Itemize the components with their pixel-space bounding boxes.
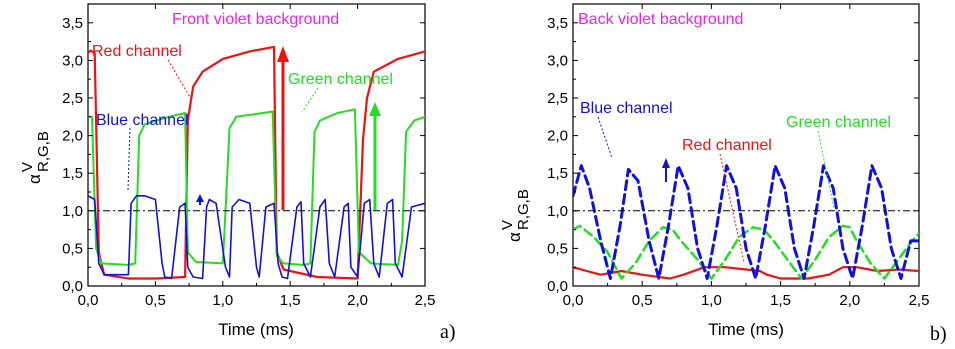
x-tick-label: 0,5 xyxy=(632,292,653,309)
chart-title: Back violet background xyxy=(578,11,743,28)
series-group xyxy=(573,164,919,280)
y-tick-label: 0,0 xyxy=(547,278,568,295)
leader-red xyxy=(719,153,745,263)
y-axis-label-main: α xyxy=(505,232,524,242)
y-tick-label: 3,0 xyxy=(62,52,83,69)
x-tick-label: 1,5 xyxy=(280,292,301,309)
axis-ticks xyxy=(572,4,920,287)
series-line xyxy=(573,266,919,280)
annotation-red-channel: Red channel xyxy=(682,137,772,154)
panel-b: 0,0 0,5 1,0 1,5 2,0 2,5 3,0 3,5 0,0 0,5 1,0 1,5 2,0… xyxy=(499,3,947,345)
x-tick-label: 2,0 xyxy=(839,292,860,309)
panel-a: 0,0 0,5 1,0 1,5 2,0 2,5 3,0 3,5 0,0 0,5 1,0 1,5 2,0… xyxy=(19,3,456,343)
y-tick-label: 1,5 xyxy=(547,165,568,182)
x-tick-label: 2,0 xyxy=(347,292,368,309)
y-axis-label-sub: R,G,B xyxy=(35,131,52,172)
y-tick-label: 2,5 xyxy=(547,90,568,107)
panel-label: a) xyxy=(440,321,456,343)
x-tick-labels: 0,0 0,5 1,0 1,5 2,0 2,5 xyxy=(563,292,930,309)
chart-title: Front violet background xyxy=(172,11,339,28)
y-tick-label: 0,5 xyxy=(547,240,568,257)
annotation-blue-channel: Blue channel xyxy=(580,100,673,117)
y-tick-label: 2,0 xyxy=(547,128,568,145)
series-line xyxy=(88,195,425,280)
x-tick-label: 2,5 xyxy=(415,292,436,309)
y-axis-label: α V R,G,B xyxy=(499,189,532,242)
y-axis-label-sup: V xyxy=(19,162,36,172)
leader-blue xyxy=(597,116,613,159)
y-tick-labels: 0,0 0,5 1,0 1,5 2,0 2,5 3,0 3,5 xyxy=(547,15,568,295)
y-tick-label: 2,0 xyxy=(62,128,83,145)
x-axis-label: Time (ms) xyxy=(708,320,784,339)
arrow-icon xyxy=(277,46,289,210)
y-axis-label: α V R,G,B xyxy=(19,131,52,184)
y-tick-label: 2,5 xyxy=(62,90,83,107)
leader-red xyxy=(167,59,191,98)
series-line xyxy=(573,224,919,280)
y-tick-label: 1,5 xyxy=(62,165,83,182)
y-tick-label: 0,0 xyxy=(62,278,83,295)
x-tick-label: 0,0 xyxy=(563,292,584,309)
x-tick-label: 1,5 xyxy=(770,292,791,309)
series-line xyxy=(88,108,425,266)
series-line xyxy=(573,164,919,280)
x-tick-label: 0,0 xyxy=(78,292,99,309)
axis-ticks xyxy=(87,4,426,287)
arrow-icon xyxy=(196,194,204,205)
annotation-red-channel: Red channel xyxy=(92,43,182,60)
arrow-icon xyxy=(369,102,381,210)
series-group xyxy=(88,45,425,280)
y-tick-label: 3,5 xyxy=(547,15,568,32)
y-tick-label: 1,0 xyxy=(62,203,83,220)
annotation-green-channel: Green channel xyxy=(786,114,891,131)
x-axis-label: Time (ms) xyxy=(218,320,294,339)
x-tick-label: 2,5 xyxy=(909,292,930,309)
series-line xyxy=(88,45,425,280)
y-tick-label: 0,5 xyxy=(62,240,83,257)
leader-green xyxy=(301,87,319,113)
x-tick-labels: 0,0 0,5 1,0 1,5 2,0 2,5 xyxy=(78,292,436,309)
y-tick-label: 3,0 xyxy=(547,52,568,69)
y-axis-label-main: α xyxy=(25,174,44,184)
x-tick-label: 1,0 xyxy=(212,292,233,309)
y-tick-labels: 0,0 0,5 1,0 1,5 2,0 2,5 3,0 3,5 xyxy=(62,15,83,295)
y-tick-label: 1,0 xyxy=(547,203,568,220)
panel-label: b) xyxy=(930,323,947,345)
annotation-green-channel: Green channel xyxy=(288,71,393,88)
x-tick-label: 1,0 xyxy=(701,292,722,309)
y-axis-label-sub: R,G,B xyxy=(515,189,532,230)
y-axis-label-sup: V xyxy=(499,220,516,230)
x-tick-label: 0,5 xyxy=(145,292,166,309)
annotation-blue-channel: Blue channel xyxy=(96,112,189,129)
leader-blue xyxy=(127,127,131,191)
arrow-icon xyxy=(662,158,670,182)
leader-green xyxy=(817,130,835,209)
y-tick-label: 3,5 xyxy=(62,15,83,32)
